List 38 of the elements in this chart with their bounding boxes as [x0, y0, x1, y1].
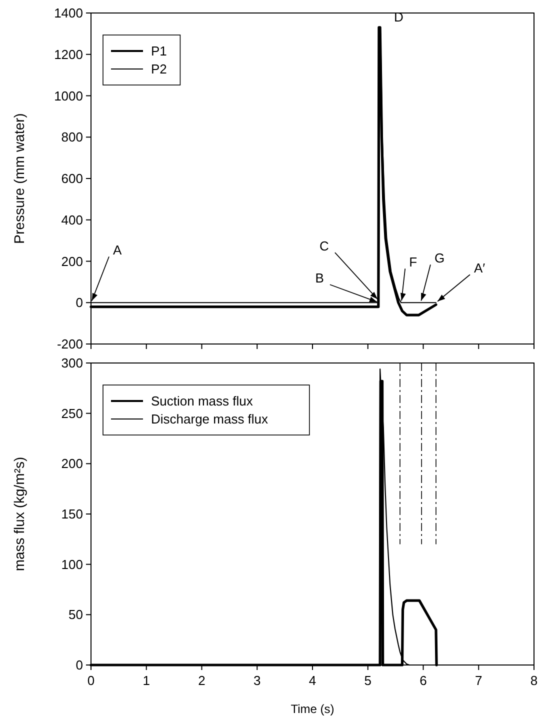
x-tick-label: 8: [530, 673, 538, 688]
y-tick-label: 100: [61, 556, 83, 572]
x-tick-label: 3: [254, 673, 261, 688]
legend-label: Discharge mass flux: [151, 412, 269, 427]
x-tick-label: 7: [475, 673, 482, 688]
legend-label: Suction mass flux: [151, 394, 254, 409]
y-tick-label: 400: [61, 212, 83, 228]
y-tick-label: 150: [61, 506, 83, 522]
x-tick-label: 2: [198, 673, 206, 688]
annotation: F: [409, 254, 418, 270]
annotation: A: [113, 242, 122, 258]
annotation: B: [315, 270, 324, 286]
x-tick-label: 1: [142, 673, 150, 688]
y-tick-label: 50: [68, 607, 83, 622]
x-tick-label: 6: [420, 673, 427, 688]
annotation: A′: [474, 260, 486, 276]
legend-label: P2: [151, 62, 167, 77]
y-tick-label: 1000: [54, 88, 83, 104]
y-axis-title: Pressure (mm water): [11, 113, 27, 244]
y-tick-label: 200: [61, 254, 83, 269]
x-axis-title: Time (s): [290, 702, 334, 716]
x-tick-label: 5: [364, 673, 372, 688]
y-tick-label: 250: [61, 406, 83, 421]
y-tick-label: 0: [76, 295, 83, 310]
y-tick-label: 800: [61, 130, 83, 145]
y-axis-title: mass flux (kg/m²s): [11, 456, 27, 572]
y-tick-label: 1200: [54, 46, 83, 62]
annotation: C: [320, 238, 329, 254]
legend-label: P1: [151, 44, 167, 59]
y-tick-label: 1400: [54, 6, 83, 21]
y-tick-label: 600: [61, 171, 83, 186]
y-tick-label: 0: [76, 658, 83, 673]
y-tick-label: 200: [61, 456, 83, 472]
x-tick-label: 4: [308, 673, 316, 688]
x-tick-label: 0: [87, 673, 95, 688]
y-tick-label: 300: [61, 356, 83, 371]
y-tick-label: -200: [56, 336, 83, 352]
annotation: G: [434, 250, 445, 266]
